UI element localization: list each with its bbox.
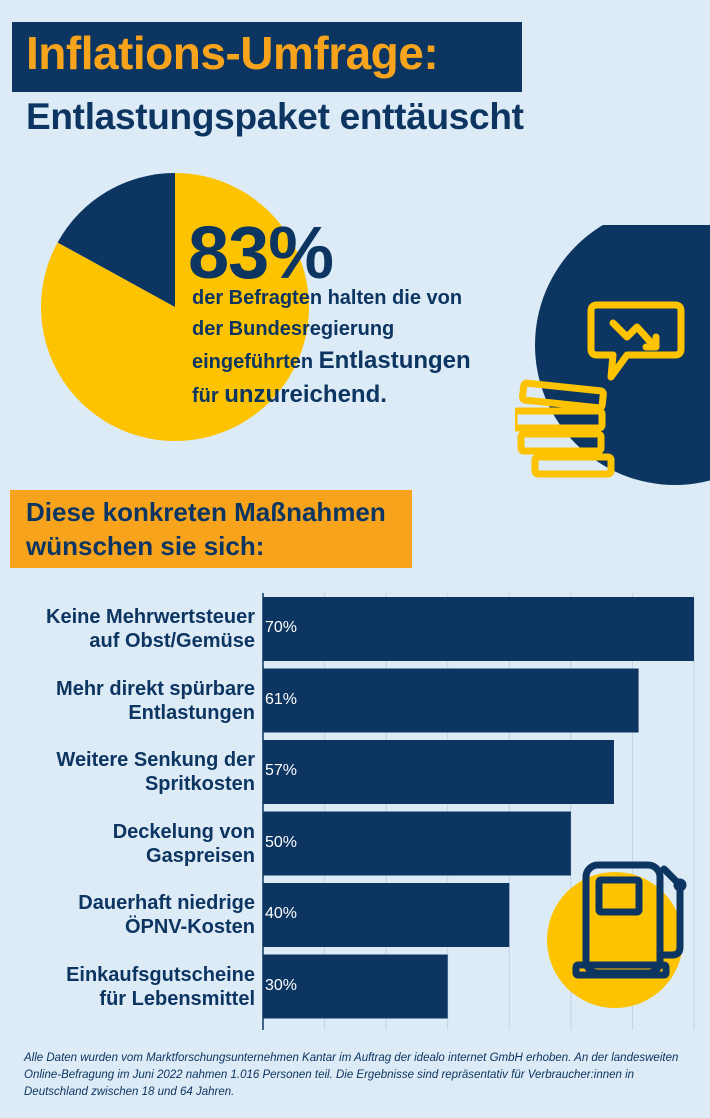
bar-category-label-0-line-0: Keine Mehrwertsteuer (46, 606, 255, 628)
bar-value-label-2: 57% (265, 762, 298, 779)
bar-chart: 70% Keine Mehrwertsteuer auf Obst/Gemüse 61… (0, 585, 710, 1035)
bar-category-label-3-line-1: Gaspreisen (146, 844, 255, 867)
bar-category-label-5-line-0: Einkaufsgutscheine (66, 963, 255, 986)
money-decoration (515, 225, 710, 485)
bar-category-label-0-line-1: auf Obst/Gemüse (89, 630, 255, 652)
bar-value-label-5: 30% (265, 976, 298, 994)
statement-line-1: der Befragten halten die von (192, 287, 463, 309)
bar-category-label-4: Dauerhaft niedrige ÖPNV-Kosten (0, 891, 255, 939)
bar-3 (263, 811, 571, 876)
bar-category-label-1-line-0: Mehr direkt spürbare (56, 677, 255, 700)
bar-category-label-3: Deckelung von Gaspreisen (0, 820, 255, 868)
page-subtitle: Entlastungspaket enttäuscht (26, 96, 524, 137)
page-title: Inflations-Umfrage: (26, 27, 439, 79)
bar-category-label-2-line-0: Weitere Senkung der (56, 749, 255, 771)
fuel-pump-icon (572, 861, 687, 979)
bar-value-label-3: 50% (265, 833, 298, 851)
statement-line-3: eingeführten Entlastungen (192, 347, 471, 375)
bar-category-label-4-line-1: ÖPNV-Kosten (124, 916, 255, 938)
pie-slice-0 (40, 173, 309, 442)
section-heading-line-2: wünschen sie sich: (26, 531, 265, 561)
bar-category-label-1-line-1: Entlastungen (128, 701, 255, 724)
footnote: Alle Daten wurden vom Marktforschungsunt… (24, 1052, 679, 1098)
bar-chart-plot (262, 593, 695, 1030)
bar-category-label-2: Weitere Senkung der Spritkosten (0, 748, 255, 796)
chart-down-speech-bubble-icon (587, 301, 685, 381)
bar-category-label-2-line-1: Spritkosten (144, 773, 255, 795)
bar-4 (263, 883, 510, 947)
headline-percent: 83% (188, 211, 334, 294)
statement-emphasis-entlastungen: Entlastungen (318, 347, 471, 374)
pie-chart (40, 173, 309, 442)
bar-value-label-0: 70% (265, 619, 298, 636)
bar-5 (263, 954, 448, 1019)
statement-line-2: der Bundesregierung (192, 318, 395, 340)
bar-0 (263, 597, 694, 661)
bar-category-label-3-line-0: Deckelung von (112, 820, 255, 843)
bar-category-label-1: Mehr direkt spürbare Entlastungen (0, 677, 255, 725)
statement-line-3-prefix: eingeführten (192, 351, 319, 373)
section-heading-background (10, 490, 412, 568)
statement-emphasis-unzureichend: unzureichend. (224, 381, 387, 408)
bar-value-label-4: 40% (265, 905, 298, 922)
statement-line-4-prefix: für (192, 385, 225, 407)
decoration-circle (535, 225, 710, 485)
bar-category-label-5-line-1: für Lebensmittel (99, 987, 255, 1010)
section-heading-line-1: Diese konkreten Maßnahmen (26, 497, 386, 527)
bar-category-label-5: Einkaufsgutscheine für Lebensmittel (0, 963, 255, 1011)
bar-category-label-0: Keine Mehrwertsteuer auf Obst/Gemüse (0, 605, 255, 653)
statement-line-4: für unzureichend. (192, 381, 387, 409)
title-background (12, 22, 522, 92)
bar-category-label-4-line-0: Dauerhaft niedrige (78, 892, 255, 914)
pie-slice-1 (57, 173, 175, 307)
section-heading: Diese konkreten Maßnahmen wünschen sie s… (26, 495, 386, 563)
bar-value-label-1: 61% (265, 690, 298, 708)
coin-stack-icon (515, 379, 615, 478)
bar-1 (263, 668, 639, 733)
bar-2 (263, 740, 614, 804)
